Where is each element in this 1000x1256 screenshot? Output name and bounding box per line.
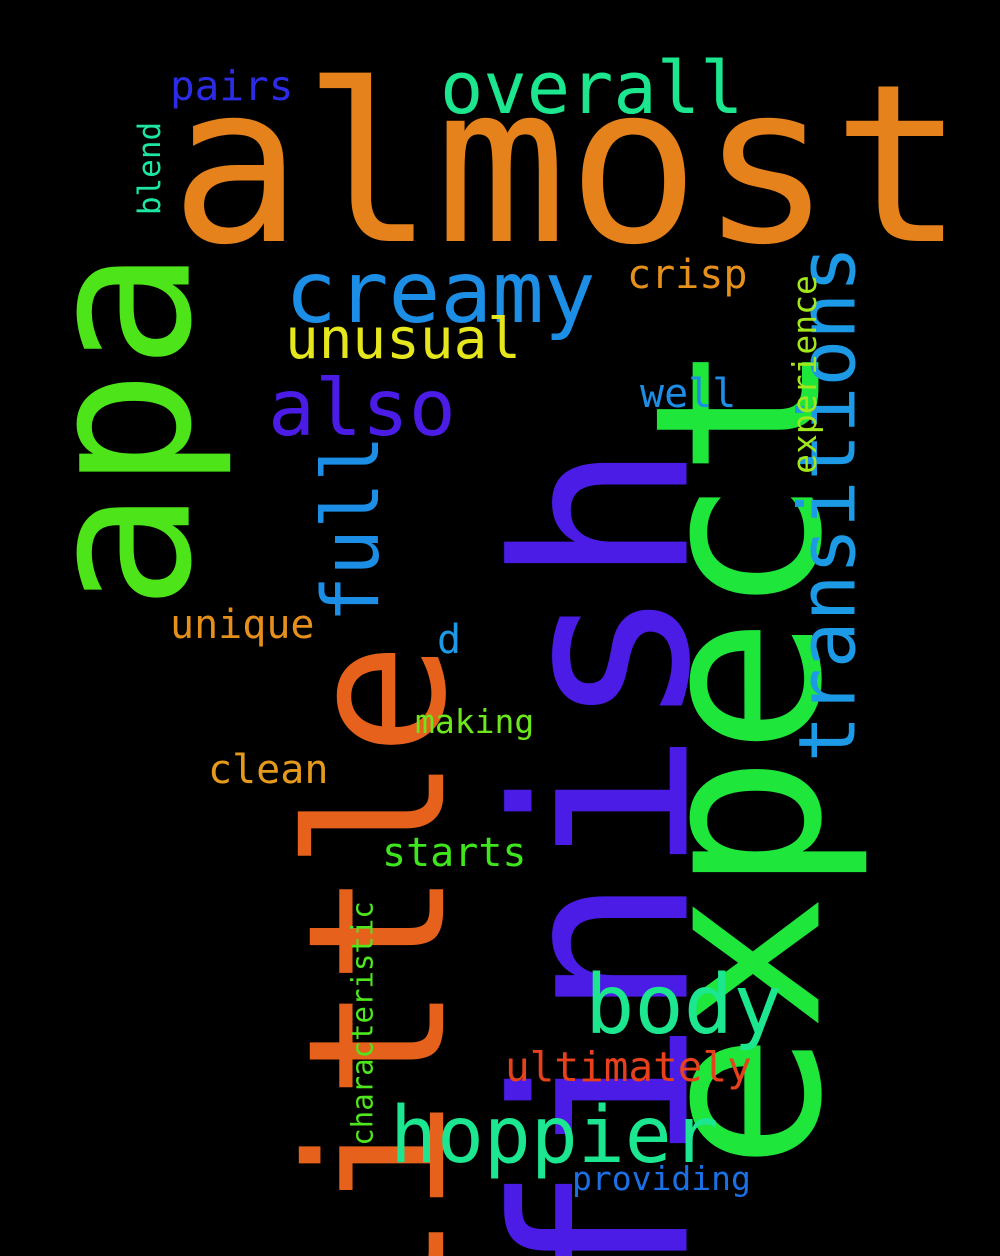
word-making: making [415,702,535,741]
word-providing: providing [572,1159,751,1198]
word-full: full [306,435,397,623]
word-unique: unique [170,602,315,648]
word-characteristic: characteristic [345,901,380,1146]
word-blend: blend [132,121,169,216]
word-ultimately: ultimately [505,1043,752,1091]
word-crisp: crisp [627,252,748,298]
word-almost: almost [170,37,965,293]
word-unusual: unusual [285,307,522,372]
word-starts: starts [382,830,527,876]
word-pairs: pairs [170,62,294,110]
word-well: well [640,371,737,417]
word-also: also [268,364,456,454]
word-clean: clean [208,747,329,793]
word-hoppier: hoppier [390,1091,719,1181]
word-body: body [585,958,783,1053]
word-apa: apa [3,249,237,611]
word-d: d [437,617,462,663]
word-overall: overall [440,46,744,130]
word-creamy: creamy [285,243,596,343]
word-experience: experience [784,275,824,474]
